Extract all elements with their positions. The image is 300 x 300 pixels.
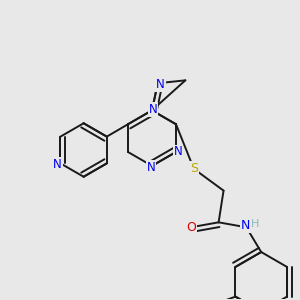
Text: N: N <box>174 146 182 158</box>
Text: N: N <box>147 161 155 174</box>
Text: H: H <box>251 219 260 229</box>
Text: N: N <box>53 158 62 171</box>
Text: N: N <box>241 219 250 232</box>
Text: S: S <box>190 162 198 175</box>
Text: N: N <box>156 78 165 91</box>
Text: O: O <box>186 221 196 234</box>
Text: N: N <box>148 103 157 116</box>
